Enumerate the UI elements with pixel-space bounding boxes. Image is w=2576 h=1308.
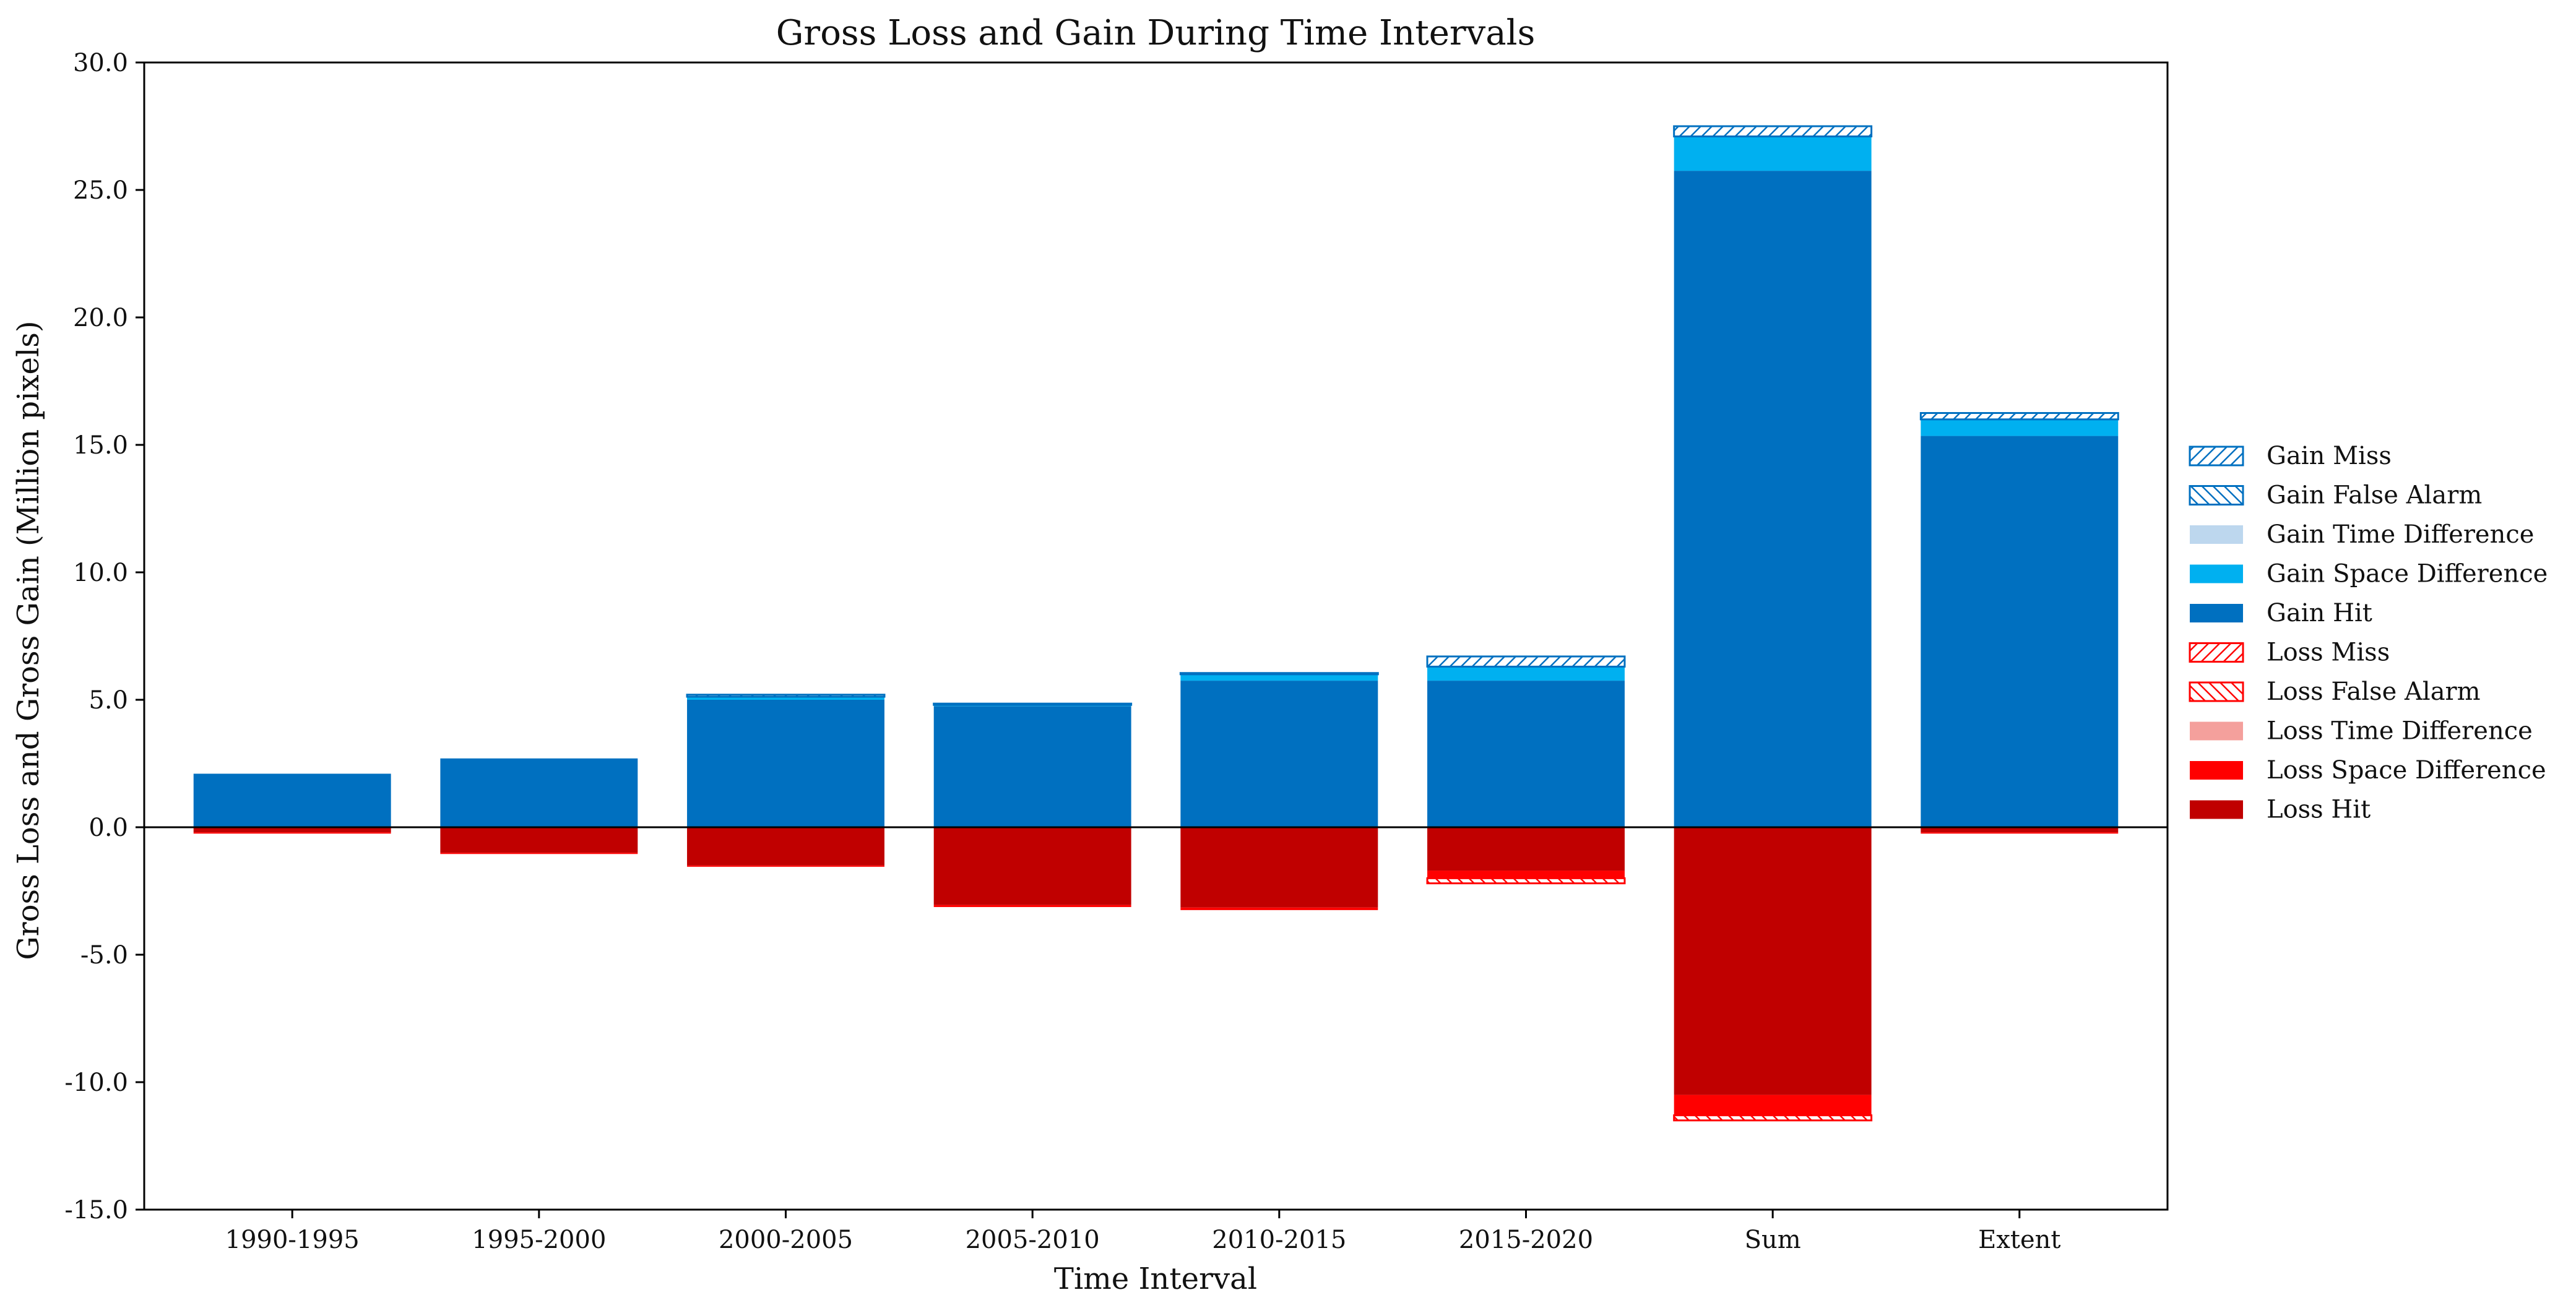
legend-label-loss-space-difference: Loss Space Difference: [2267, 756, 2546, 785]
y-tick-label: -10.0: [64, 1069, 128, 1097]
x-tick-label: Extent: [1978, 1226, 2060, 1254]
bar-gain-space-difference-sum: [1674, 136, 1872, 171]
bar-loss-false-alarm-2015-2020: [1426, 877, 1626, 885]
legend-label-loss-miss: Loss Miss: [2267, 639, 2390, 667]
legend-swatch-loss-hit: [2190, 800, 2243, 819]
legend: Gain Miss Gain False Alarm Gain Time Diffe…: [2189, 442, 2548, 824]
bar-gain-hit-2010-2015: [1180, 681, 1378, 827]
legend-swatch-loss-miss: [2189, 642, 2244, 663]
x-axis-title: Time Interval: [1054, 1262, 1257, 1296]
y-tick-label: -15.0: [64, 1196, 128, 1224]
bar-loss-space-difference-1990-1995: [193, 832, 391, 834]
x-axis: 1990-1995 1995-2000 2000-2005 2005-2010 2010…: [225, 1210, 2060, 1254]
legend-swatch-loss-space-difference: [2190, 761, 2243, 780]
y-tick-label: 25.0: [73, 176, 128, 205]
bar-gain-hit-1995-2000: [440, 758, 638, 827]
bar-loss-hit-1990-1995: [193, 827, 391, 833]
x-tick-label: 1990-1995: [225, 1226, 360, 1254]
y-tick-label: 20.0: [73, 304, 128, 332]
bar-gain-miss-sum: [1673, 125, 1873, 137]
y-tick-label: 30.0: [73, 49, 128, 77]
bar-gain-miss-2010-2015: [1179, 672, 1379, 676]
bar-loss-space-difference-2015-2020: [1427, 871, 1625, 879]
legend-label-loss-false-alarm: Loss False Alarm: [2267, 678, 2481, 706]
bar-gain-space-difference-2010-2015: [1180, 674, 1378, 681]
bar-loss-false-alarm-sum: [1673, 1114, 1873, 1122]
bar-loss-hit-1995-2000: [440, 827, 638, 853]
y-tick-label: 15.0: [73, 431, 128, 460]
bar-gain-hit-extent: [1921, 436, 2119, 827]
y-tick-label: 0.0: [89, 814, 128, 842]
bar-loss-hit-2005-2010: [933, 827, 1131, 905]
bar-loss-hit-2015-2020: [1427, 827, 1625, 871]
x-tick-label: 1995-2000: [472, 1226, 606, 1254]
legend-label-gain-false-alarm: Gain False Alarm: [2267, 481, 2482, 510]
bar-gain-miss-2000-2005: [686, 694, 886, 698]
x-tick-label: 2010-2015: [1212, 1226, 1346, 1254]
bar-gain-hit-2015-2020: [1427, 681, 1625, 827]
bar-gain-space-difference-2000-2005: [687, 697, 884, 700]
bar-gain-space-difference-2015-2020: [1427, 666, 1625, 681]
y-tick-label: 10.0: [73, 559, 128, 587]
legend-swatch-gain-hit: [2190, 604, 2243, 622]
legend-swatch-gain-miss: [2189, 445, 2244, 467]
bar-gain-hit-2005-2010: [933, 706, 1131, 827]
bar-loss-hit-2010-2015: [1180, 827, 1378, 908]
x-tick-label: 2005-2010: [966, 1226, 1100, 1254]
legend-label-gain-time-difference: Gain Time Difference: [2267, 520, 2534, 549]
legend-label-loss-time-difference: Loss Time Difference: [2267, 717, 2533, 746]
bar-loss-space-difference-1995-2000: [440, 853, 638, 854]
y-tick-label: 5.0: [89, 686, 128, 715]
y-axis: -15.0 -10.0 -5.0 0.0 5.0 10.0 15.0 20.0 25.0 30.0: [64, 49, 144, 1224]
bar-loss-space-difference-sum: [1674, 1095, 1872, 1116]
y-axis-title: Gross Loss and Gross Gain (Million pixel…: [11, 321, 46, 960]
bar-loss-space-difference-2010-2015: [1180, 907, 1378, 910]
bar-loss-hit-extent: [1921, 827, 2119, 833]
legend-swatch-gain-time-difference: [2190, 525, 2243, 544]
bar-gain-miss-2005-2010: [933, 702, 1133, 706]
bar-gain-hit-1990-1995: [193, 773, 391, 827]
bar-loss-hit-sum: [1674, 827, 1872, 1095]
bar-gain-miss-extent: [1919, 412, 2119, 421]
legend-swatch-gain-false-alarm: [2189, 485, 2244, 506]
bars-group: [193, 125, 2119, 1122]
x-tick-label: 2015-2020: [1459, 1226, 1593, 1254]
bar-loss-space-difference-2005-2010: [933, 905, 1131, 907]
bar-gain-miss-2015-2020: [1426, 655, 1626, 668]
x-tick-label: Sum: [1745, 1226, 1801, 1254]
bar-gain-hit-2000-2005: [687, 700, 884, 827]
y-tick-label: -5.0: [80, 941, 128, 970]
plot-frame: [143, 61, 2169, 1211]
bar-gain-hit-sum: [1674, 171, 1872, 828]
legend-label-gain-hit: Gain Hit: [2267, 599, 2372, 627]
x-tick-label: 2000-2005: [719, 1226, 853, 1254]
legend-label-gain-space-difference: Gain Space Difference: [2267, 560, 2548, 588]
bar-loss-hit-2000-2005: [687, 827, 884, 866]
legend-swatch-gain-space-difference: [2190, 564, 2243, 583]
legend-label-loss-hit: Loss Hit: [2267, 796, 2371, 824]
legend-swatch-loss-false-alarm: [2189, 681, 2244, 702]
bar-gain-space-difference-extent: [1921, 419, 2119, 436]
bar-loss-space-difference-extent: [1921, 832, 2119, 834]
chart-title: Gross Loss and Gain During Time Interval…: [776, 13, 1536, 53]
bar-loss-space-difference-2000-2005: [687, 865, 884, 867]
legend-label-gain-miss: Gain Miss: [2267, 442, 2392, 470]
legend-swatch-loss-time-difference: [2190, 721, 2243, 741]
